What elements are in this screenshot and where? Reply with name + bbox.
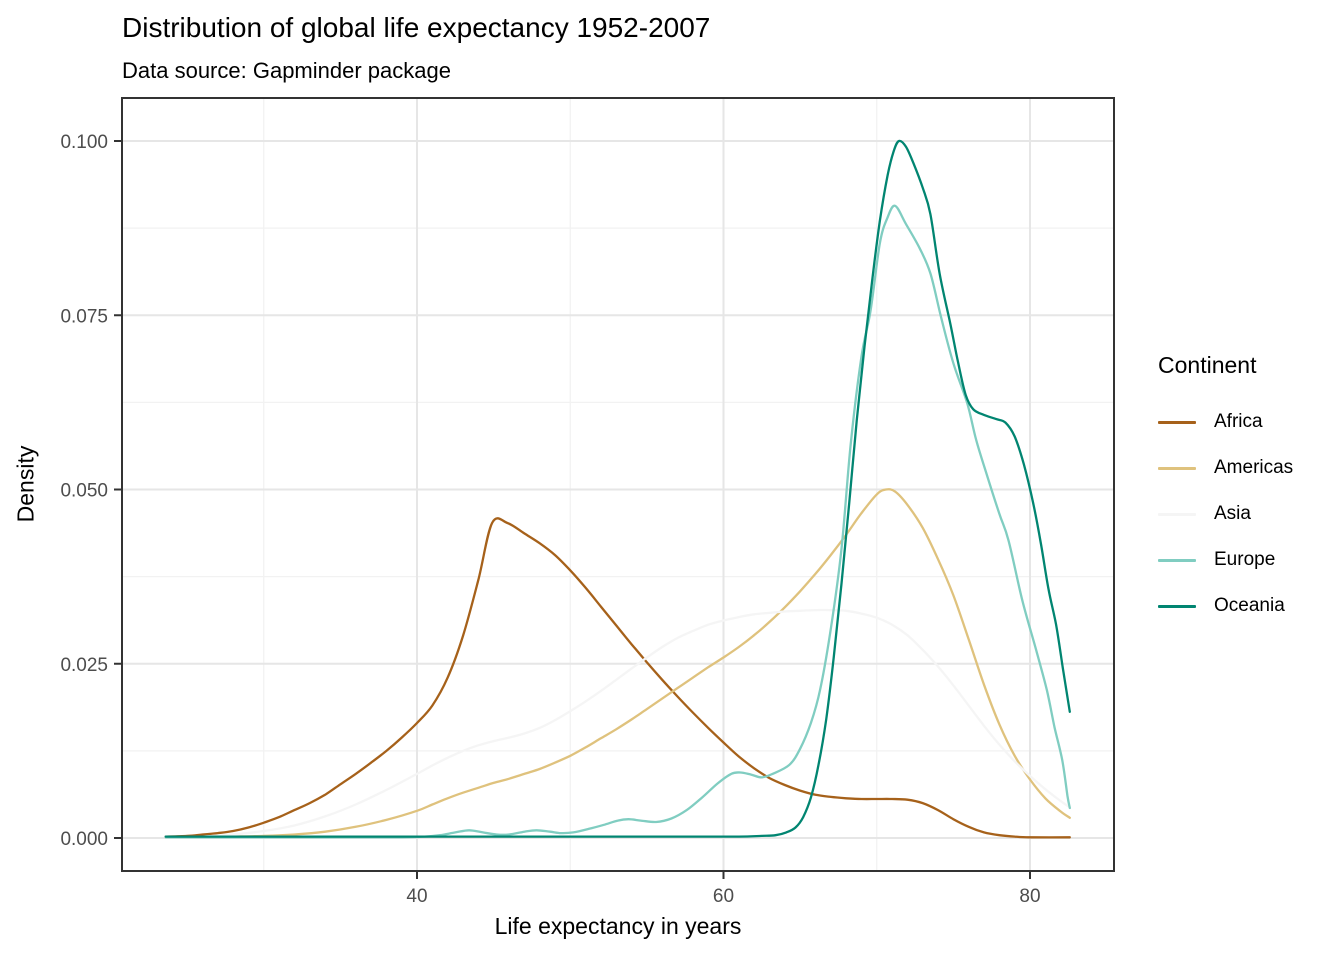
y-tick-label: 0.000	[60, 829, 108, 850]
legend-key-line-americas	[1158, 466, 1196, 470]
legend-label: Europe	[1214, 549, 1276, 570]
axis-tick-labels: 40 60 80 0.000 0.025 0.050 0.075 0.100	[60, 132, 1040, 907]
legend-label: Americas	[1214, 457, 1294, 478]
legend-item-asia: Asia	[1158, 491, 1293, 537]
y-axis-title: Density	[12, 445, 39, 523]
y-tick-label: 0.050	[60, 481, 108, 502]
chart-subtitle: Data source: Gapminder package	[122, 58, 451, 83]
legend-item-europe: Europe	[1158, 537, 1293, 583]
legend-key-line-oceania	[1158, 604, 1196, 608]
legend-items: Africa Americas Asia Europe Oceania	[1158, 399, 1293, 629]
y-tick-label: 0.075	[60, 306, 108, 327]
density-curve-africa	[164, 517, 1071, 839]
legend-label: Africa	[1214, 411, 1263, 432]
chart-title: Distribution of global life expectancy 1…	[122, 12, 711, 43]
x-tick-label: 60	[713, 886, 734, 907]
legend-title: Continent	[1158, 352, 1257, 378]
density-curve-asia	[164, 608, 1071, 839]
legend-key-line-africa	[1158, 420, 1196, 424]
panel-border	[121, 97, 1115, 872]
legend-item-americas: Americas	[1158, 445, 1293, 491]
series-group	[164, 139, 1071, 839]
y-tick-label: 0.025	[60, 655, 108, 676]
legend-label: Oceania	[1214, 595, 1285, 616]
density-curve-americas	[164, 488, 1071, 839]
legend: Continent Africa Americas Asia Europe Oceani…	[1158, 352, 1293, 629]
legend-key-line-asia	[1158, 512, 1196, 516]
x-tick-label: 80	[1019, 886, 1040, 907]
legend-key-line-europe	[1158, 558, 1196, 562]
density-curve-oceania	[164, 139, 1071, 838]
legend-label: Asia	[1214, 503, 1251, 524]
x-tick-label: 40	[406, 886, 427, 907]
legend-item-africa: Africa	[1158, 399, 1293, 445]
legend-item-oceania: Oceania	[1158, 583, 1293, 629]
axis-ticks	[114, 140, 1031, 879]
grid-minor	[122, 98, 1114, 871]
panel-background	[122, 98, 1114, 871]
y-tick-label: 0.100	[60, 132, 108, 153]
density-curve-europe	[164, 204, 1071, 839]
x-axis-title: Life expectancy in years	[494, 913, 742, 939]
